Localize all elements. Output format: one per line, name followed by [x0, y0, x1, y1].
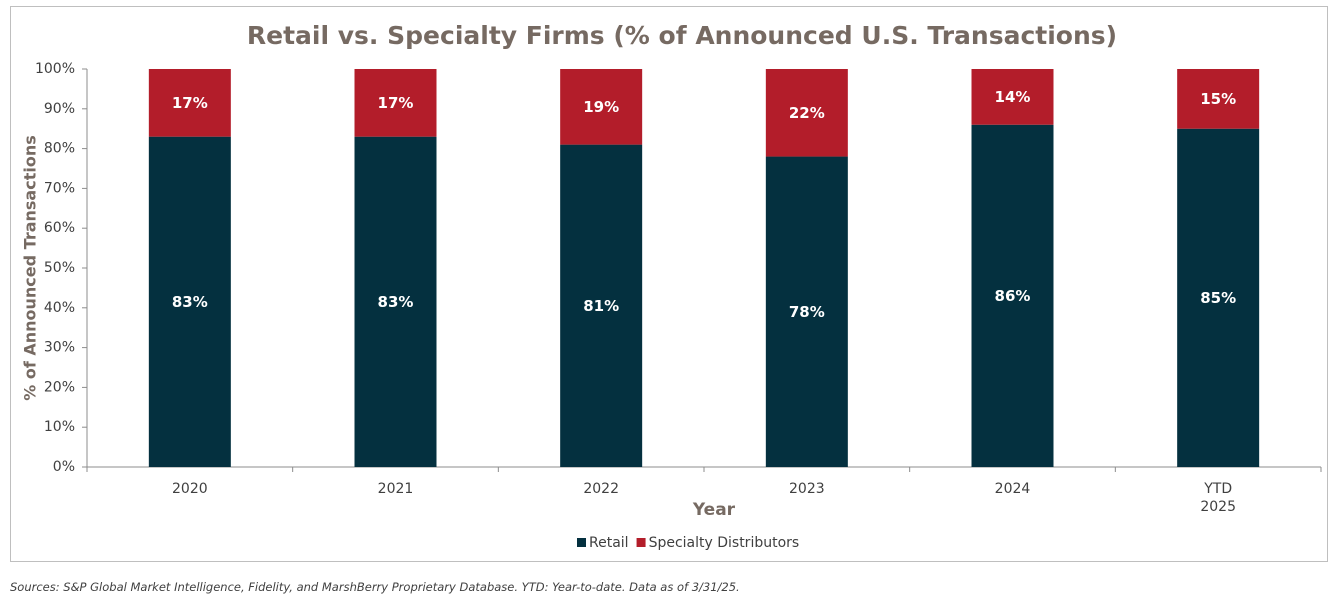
bar-specialty: [560, 69, 643, 145]
x-tick-label: 2023: [789, 481, 825, 497]
x-tick-label: YTD: [1203, 481, 1232, 497]
bar-retail: [971, 124, 1054, 467]
legend-swatch-specialty: [636, 538, 646, 547]
bar-specialty: [1177, 69, 1260, 129]
bar-retail: [765, 156, 848, 467]
bar-specialty: [971, 69, 1054, 125]
y-tick-label: 20%: [44, 379, 75, 395]
x-tick-label: 2021: [378, 481, 414, 497]
bar-retail: [148, 136, 231, 467]
bar-retail: [354, 136, 437, 467]
source-footnote: Sources: S&P Global Market Intelligence,…: [10, 580, 740, 594]
x-tick-label: 2022: [583, 481, 619, 497]
y-tick-label: 70%: [44, 180, 75, 196]
x-tick-label: 2024: [995, 481, 1031, 497]
legend-label-specialty: Specialty Distributors: [649, 535, 800, 551]
bar-retail: [560, 144, 643, 467]
data-label-retail: 78%: [789, 303, 825, 321]
chart-frame: Retail vs. Specialty Firms (% of Announc…: [10, 6, 1328, 562]
y-tick-label: 90%: [44, 101, 75, 117]
x-axis-label: Year: [692, 500, 736, 520]
y-tick-label: 100%: [35, 61, 75, 77]
data-label-retail: 81%: [583, 297, 619, 315]
y-axis-label: % of Announced Transactions: [21, 135, 40, 401]
y-tick-label: 10%: [44, 419, 75, 435]
chart-title: Retail vs. Specialty Firms (% of Announc…: [247, 21, 1117, 50]
y-tick-label: 30%: [44, 340, 75, 356]
y-tick-label: 80%: [44, 141, 75, 157]
data-label-retail: 85%: [1200, 289, 1236, 307]
data-label-retail: 83%: [172, 293, 208, 311]
data-label-specialty: 19%: [583, 98, 619, 116]
data-label-retail: 86%: [995, 287, 1031, 305]
data-label-specialty: 22%: [789, 104, 825, 122]
data-label-specialty: 17%: [378, 94, 414, 112]
data-label-specialty: 14%: [995, 88, 1031, 106]
legend-label-retail: Retail: [589, 535, 629, 551]
y-tick-label: 50%: [44, 260, 75, 276]
bar-specialty: [148, 69, 231, 137]
bar-specialty: [765, 69, 848, 157]
data-label-specialty: 17%: [172, 94, 208, 112]
y-tick-label: 0%: [53, 459, 75, 475]
y-tick-label: 60%: [44, 220, 75, 236]
bar-specialty: [354, 69, 437, 137]
x-tick-label: 2020: [172, 481, 208, 497]
data-label-specialty: 15%: [1200, 90, 1236, 108]
y-tick-label: 40%: [44, 300, 75, 316]
data-label-retail: 83%: [378, 293, 414, 311]
bar-retail: [1177, 128, 1260, 467]
x-tick-label: 2025: [1200, 499, 1236, 515]
stacked-bar-chart: Retail vs. Specialty Firms (% of Announc…: [21, 21, 1322, 551]
legend-swatch-retail: [577, 538, 586, 547]
